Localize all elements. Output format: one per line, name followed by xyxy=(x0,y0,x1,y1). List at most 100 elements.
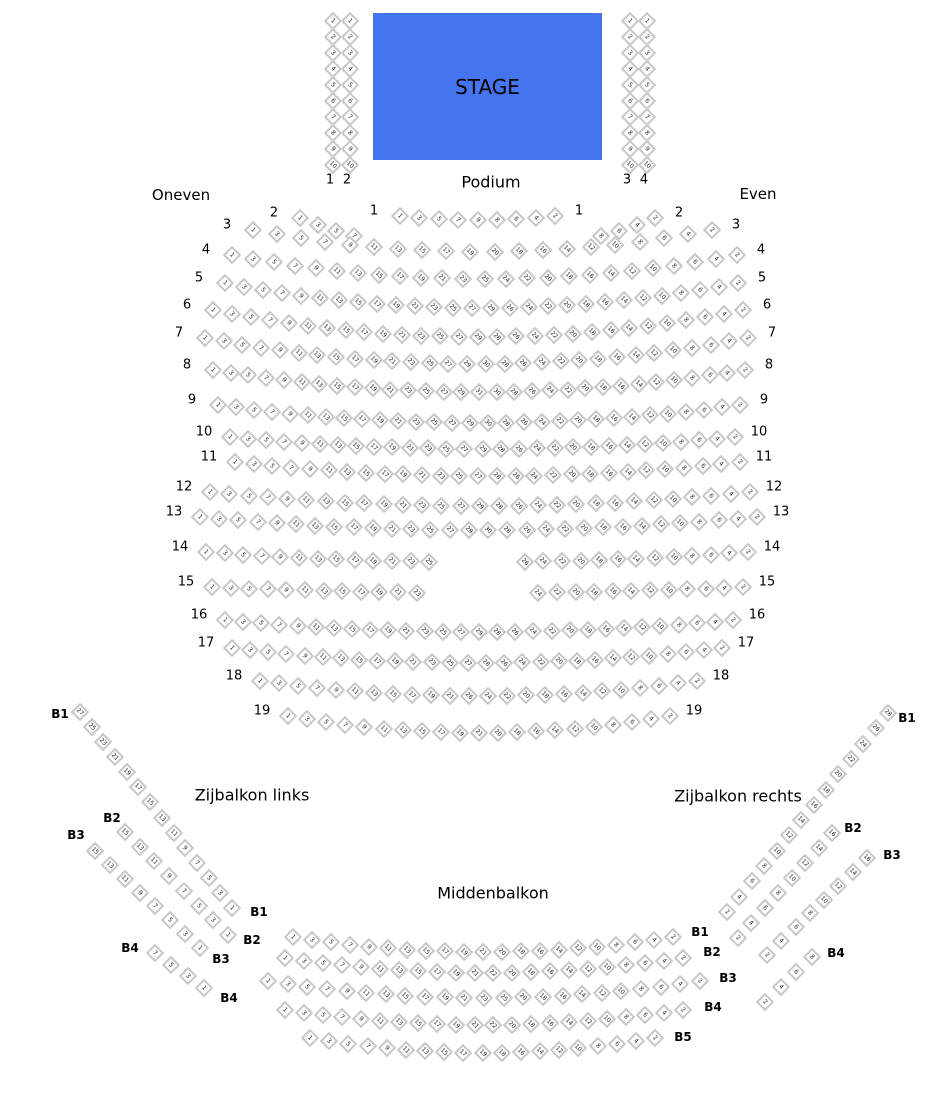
seat[interactable]: 1 xyxy=(195,328,215,348)
middle-balcony-seat[interactable]: 10 xyxy=(587,937,607,956)
seat[interactable]: 18 xyxy=(593,378,613,397)
seat[interactable]: 10 xyxy=(651,616,670,636)
seat[interactable]: 20 xyxy=(557,296,577,315)
seat[interactable]: 23 xyxy=(406,412,426,432)
side-right-seat[interactable]: 2 xyxy=(757,945,777,965)
seat[interactable]: 17 xyxy=(391,267,410,286)
seat[interactable]: 20 xyxy=(570,351,589,370)
seat[interactable]: 8 xyxy=(630,678,650,697)
middle-balcony-seat[interactable]: 16 xyxy=(530,941,550,960)
seat[interactable]: 21 xyxy=(401,438,420,458)
seat[interactable]: 13 xyxy=(329,435,348,455)
seat[interactable]: 26 xyxy=(522,381,542,401)
middle-balcony-seat[interactable]: 12 xyxy=(549,1040,569,1060)
seat[interactable]: 22 xyxy=(542,621,561,641)
stage-side-seat[interactable]: 10 xyxy=(637,155,657,175)
side-right-seat[interactable]: 8 xyxy=(802,947,822,967)
seat[interactable]: 9 xyxy=(274,370,294,390)
seat[interactable]: 12 xyxy=(633,617,652,637)
seat[interactable]: 23 xyxy=(422,653,441,672)
seat[interactable]: 25 xyxy=(420,354,439,373)
seat[interactable]: 27 xyxy=(451,496,470,516)
side-right-seat[interactable]: 6 xyxy=(755,898,775,918)
side-left-seat[interactable]: 5 xyxy=(162,955,181,974)
side-left-seat[interactable]: 11 xyxy=(115,869,135,888)
seat[interactable]: 16 xyxy=(604,408,624,428)
seat[interactable]: 20 xyxy=(516,686,536,705)
middle-balcony-seat[interactable]: 4 xyxy=(626,1031,646,1051)
middle-balcony-seat[interactable]: 14 xyxy=(560,961,579,980)
seat[interactable]: 7 xyxy=(256,368,276,388)
seat[interactable]: 9 xyxy=(279,314,298,333)
side-left-seat[interactable]: 19 xyxy=(117,763,136,782)
seat[interactable]: 10 xyxy=(663,489,683,509)
seat[interactable]: 2 xyxy=(725,427,745,447)
seat[interactable]: 9 xyxy=(292,433,312,453)
middle-balcony-seat[interactable]: 5 xyxy=(298,977,317,996)
seat[interactable]: 10 xyxy=(652,286,672,305)
seat[interactable]: 5 xyxy=(229,511,248,530)
seat[interactable]: 15 xyxy=(332,582,352,601)
seat[interactable]: 13 xyxy=(316,407,336,427)
middle-balcony-seat[interactable]: 18 xyxy=(522,1014,541,1034)
seat[interactable]: 8 xyxy=(682,546,702,565)
seat[interactable]: 6 xyxy=(649,676,669,695)
middle-balcony-seat[interactable]: 18 xyxy=(492,1043,511,1063)
seat[interactable]: 11 xyxy=(310,288,330,308)
seat[interactable]: 8 xyxy=(658,644,677,664)
side-right-seat[interactable]: 6 xyxy=(742,872,761,891)
seat[interactable]: 4 xyxy=(641,710,661,729)
seat[interactable]: 6 xyxy=(685,253,705,272)
seat[interactable]: 21 xyxy=(393,495,413,515)
seat[interactable]: 5 xyxy=(241,307,261,327)
side-right-seat[interactable]: 10 xyxy=(767,841,786,860)
seat[interactable]: 17 xyxy=(402,685,422,704)
seat[interactable]: 25 xyxy=(424,413,444,432)
seat[interactable]: 18 xyxy=(567,651,587,670)
seat[interactable]: 25 xyxy=(443,298,463,317)
middle-balcony-seat[interactable]: 10 xyxy=(597,1010,617,1029)
seat[interactable]: 7 xyxy=(307,678,327,697)
seat[interactable]: 23 xyxy=(398,381,418,400)
seat[interactable]: 13 xyxy=(324,618,344,638)
middle-balcony-seat[interactable]: 13 xyxy=(415,1042,435,1061)
middle-balcony-seat[interactable]: 21 xyxy=(473,942,493,962)
seat[interactable]: 3 xyxy=(240,640,260,660)
middle-balcony-seat[interactable]: 3 xyxy=(302,930,322,950)
seat[interactable]: 23 xyxy=(415,622,434,641)
seat[interactable]: 9 xyxy=(271,547,290,566)
seat[interactable]: 6 xyxy=(507,209,526,229)
seat[interactable]: 16 xyxy=(599,436,618,456)
seat[interactable]: 20 xyxy=(568,411,588,430)
seat[interactable]: 4 xyxy=(715,578,734,597)
side-left-seat[interactable]: 9 xyxy=(176,838,195,857)
side-right-seat[interactable]: 12 xyxy=(795,853,815,873)
seat[interactable]: 26 xyxy=(500,298,520,317)
side-right-seat[interactable]: 12 xyxy=(829,876,848,895)
seat[interactable]: 23 xyxy=(407,583,426,602)
side-left-seat[interactable]: 7 xyxy=(145,943,165,963)
side-left-seat[interactable]: 3 xyxy=(204,911,223,930)
side-left-seat[interactable]: 5 xyxy=(199,868,218,888)
side-left-seat[interactable]: 17 xyxy=(129,778,148,797)
seat[interactable]: 19 xyxy=(364,351,383,370)
seat[interactable]: 16 xyxy=(554,684,574,703)
seat[interactable]: 12 xyxy=(565,719,584,738)
seat[interactable]: 5 xyxy=(259,642,278,662)
seat[interactable]: 17 xyxy=(367,651,387,670)
seat[interactable]: 7 xyxy=(274,432,294,451)
seat[interactable]: 18 xyxy=(535,685,555,704)
middle-balcony-seat[interactable]: 5 xyxy=(313,953,333,973)
seat[interactable]: 6 xyxy=(689,430,709,450)
seat[interactable]: 21 xyxy=(382,519,402,538)
middle-balcony-seat[interactable]: 9 xyxy=(351,958,370,977)
seat[interactable]: 27 xyxy=(458,653,478,673)
seat[interactable]: 11 xyxy=(292,373,311,392)
middle-balcony-seat[interactable]: 19 xyxy=(473,1043,492,1063)
seat[interactable]: 26 xyxy=(517,520,536,539)
seat[interactable]: 14 xyxy=(627,549,646,568)
seat[interactable]: 29 xyxy=(470,496,490,516)
seat[interactable]: 6 xyxy=(687,613,706,633)
seat[interactable]: 1 xyxy=(222,638,242,658)
seat[interactable]: 1 xyxy=(222,245,242,265)
